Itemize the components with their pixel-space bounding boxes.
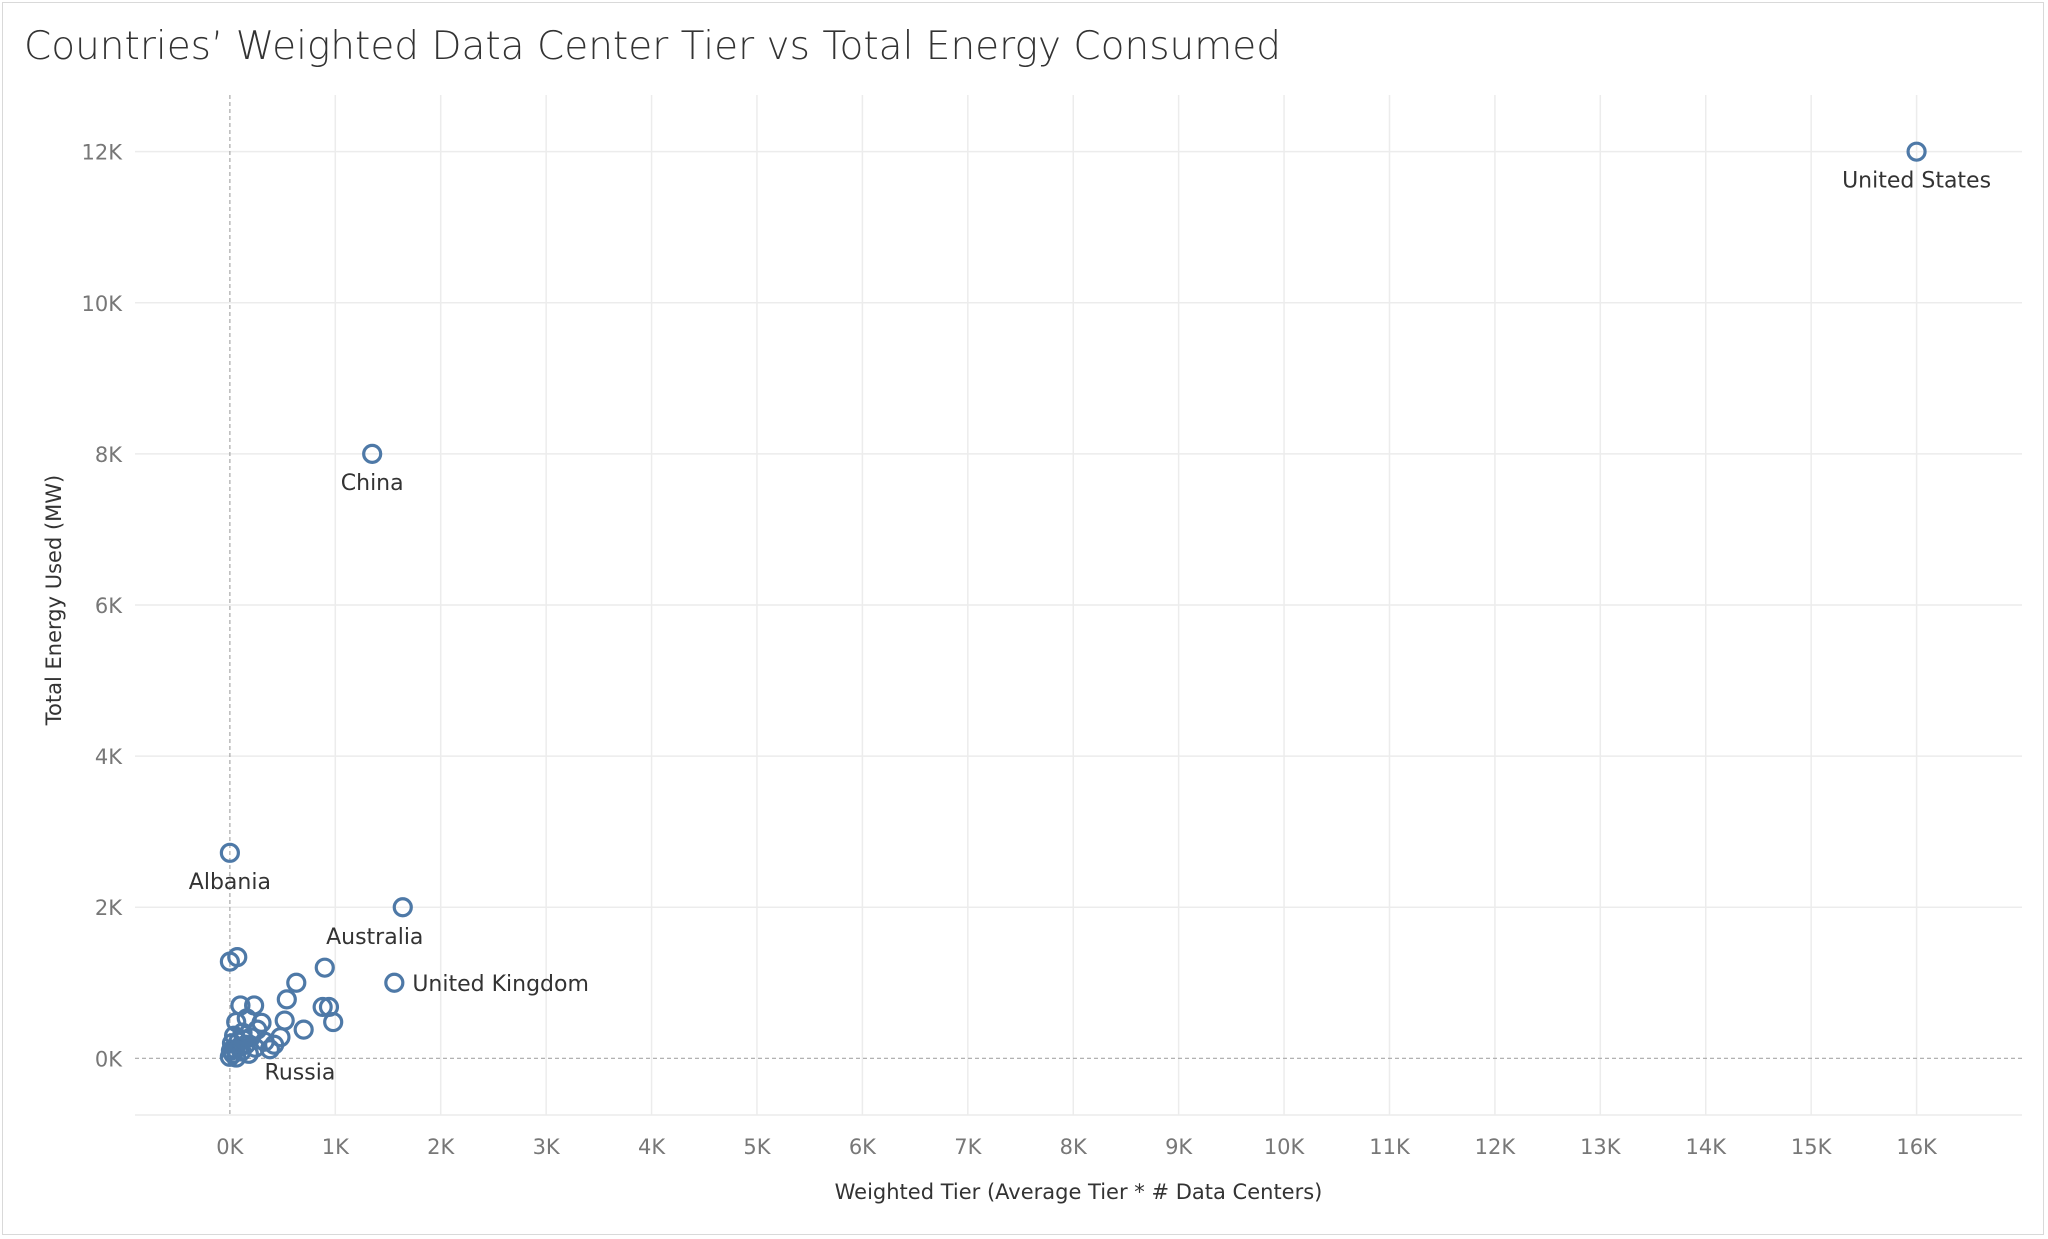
x-tick-label: 10K (1264, 1135, 1306, 1159)
x-tick-label: 6K (849, 1135, 877, 1159)
x-tick-label: 4K (638, 1135, 666, 1159)
y-tick-label: 4K (95, 745, 123, 769)
x-tick-label: 7K (954, 1135, 982, 1159)
data-point (286, 972, 307, 993)
y-tick-label: 2K (95, 896, 123, 920)
data-point (323, 1011, 344, 1033)
y-tick-label: 10K (82, 292, 124, 316)
data-label: Albania (189, 870, 271, 895)
data-point (293, 1019, 314, 1040)
data-points (219, 141, 1927, 1068)
x-tick-label: 5K (743, 1135, 771, 1159)
y-tick-label: 12K (82, 141, 124, 165)
data-point (384, 972, 405, 993)
data-point (362, 443, 383, 464)
data-point (226, 1011, 247, 1033)
data-point (264, 1034, 285, 1055)
x-tick-label: 15K (1791, 1135, 1833, 1159)
data-label: Australia (326, 925, 423, 950)
x-tick-label: 8K (1060, 1135, 1088, 1159)
data-label: Russia (265, 1060, 336, 1085)
data-point (274, 1010, 295, 1031)
x-axis-ticks: 0K 1K 2K 3K 4K 5K 6K 7K 8K 9K 10K 11K 12K 13K 14K 15K 16… (216, 1135, 1938, 1159)
x-tick-label: 0K (216, 1135, 244, 1159)
chart-title: Countries’ Weighted Data Center Tier vs … (24, 24, 1281, 69)
data-label: United States (1842, 169, 1991, 194)
data-label: China (341, 471, 404, 496)
data-point (314, 957, 335, 978)
x-tick-label: 11K (1369, 1135, 1411, 1159)
grid-layer (135, 95, 2022, 1116)
x-tick-label: 9K (1165, 1135, 1193, 1159)
x-tick-label: 12K (1475, 1135, 1517, 1159)
data-point (1906, 141, 1927, 162)
data-point (233, 1029, 254, 1050)
x-tick-label: 16K (1896, 1135, 1938, 1159)
y-tick-label: 8K (95, 443, 123, 467)
x-tick-label: 13K (1580, 1135, 1622, 1159)
data-point (312, 996, 333, 1018)
y-axis-ticks: 0K 2K 4K 6K 8K 10K 12K (82, 141, 124, 1072)
data-point (392, 897, 413, 918)
x-tick-label: 2K (427, 1135, 455, 1159)
x-tick-label: 3K (533, 1135, 561, 1159)
point-labels: United States China Albania Australia United… (189, 169, 1991, 1086)
data-point (219, 842, 240, 863)
y-axis-title: Total Energy Used (MW) (42, 475, 66, 726)
x-tick-label: 1K (322, 1135, 350, 1159)
x-tick-label: 14K (1685, 1135, 1727, 1159)
data-label: United Kingdom (412, 972, 589, 997)
y-tick-label: 6K (95, 594, 123, 618)
x-axis-title: Weighted Tier (Average Tier * # Data Cen… (835, 1180, 1323, 1204)
data-point (227, 946, 248, 968)
y-tick-label: 0K (95, 1047, 123, 1071)
data-point (276, 989, 297, 1010)
reference-lines (135, 95, 2022, 1115)
